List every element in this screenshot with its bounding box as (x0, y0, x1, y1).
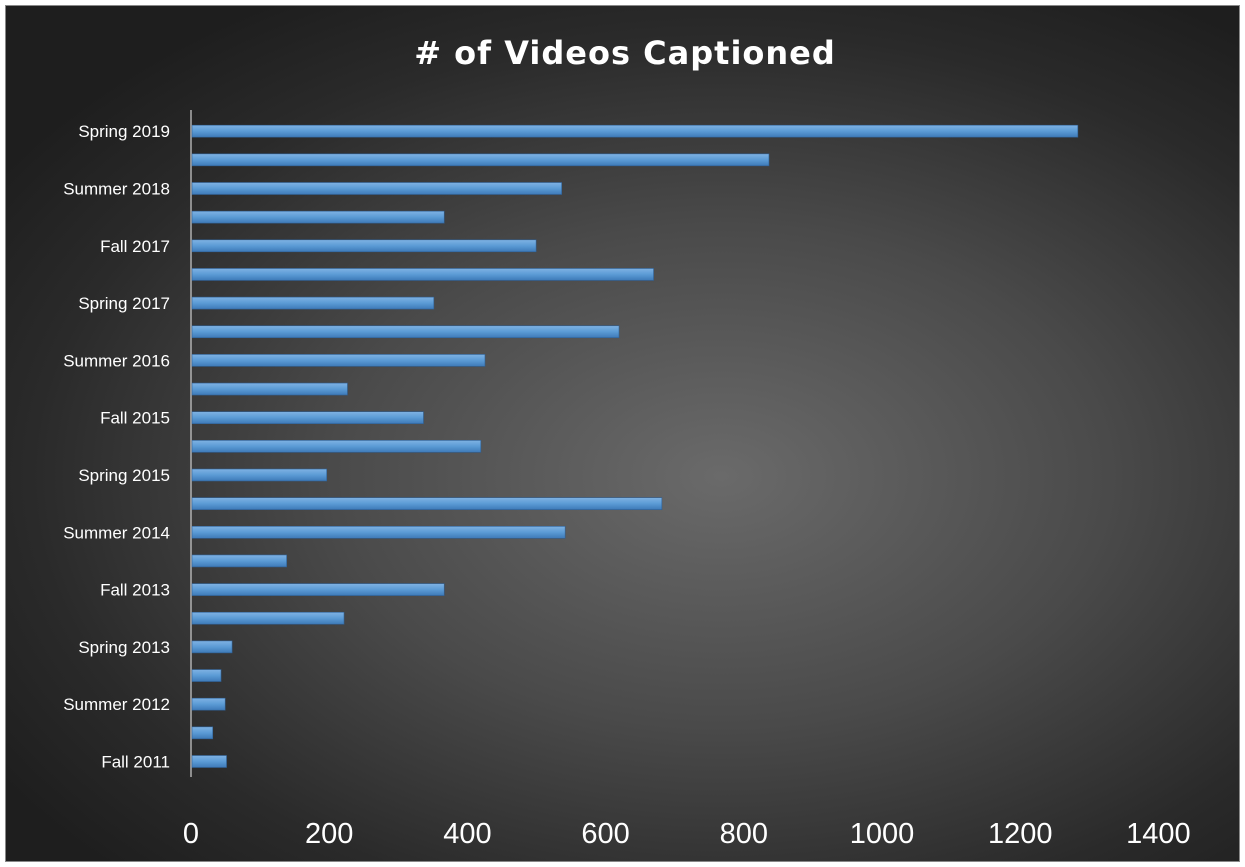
bar (191, 583, 445, 596)
x-tick-label: 1000 (850, 818, 915, 850)
bar (191, 239, 537, 253)
bar (191, 554, 287, 568)
bar (191, 440, 482, 453)
x-tick-label: 200 (305, 818, 353, 850)
bar (191, 755, 227, 768)
x-tick-label: 1200 (988, 818, 1053, 850)
x-tick-label: 800 (720, 818, 768, 850)
bar (191, 354, 486, 367)
bar (191, 182, 562, 195)
bar (191, 411, 424, 425)
bar (191, 210, 445, 224)
category-label: Summer 2014 (63, 523, 170, 542)
bar (191, 325, 620, 339)
category-label: Summer 2012 (63, 695, 170, 714)
bar (191, 153, 770, 167)
category-label: Fall 2017 (100, 237, 170, 256)
x-tick-label: 600 (581, 818, 629, 850)
chart-background (5, 5, 1240, 862)
category-label: Fall 2015 (100, 409, 170, 428)
bar (191, 468, 328, 482)
category-label: Spring 2019 (78, 122, 170, 141)
bar (191, 669, 222, 682)
bar (191, 640, 233, 654)
category-label: Fall 2011 (101, 753, 170, 772)
bar (191, 124, 1079, 138)
bar (191, 611, 345, 625)
category-label: Summer 2016 (63, 351, 170, 370)
bar (191, 268, 654, 281)
category-labels: Fall 2011 Summer 2012 Spring 2013 Fall 2013… (63, 122, 170, 771)
x-tick-label: 0 (183, 818, 199, 850)
bar (191, 296, 435, 310)
category-label: Spring 2017 (78, 294, 170, 313)
x-axis-tick-labels: 0 200 400 600 800 1000 1200 1400 (183, 818, 1191, 850)
bars-group (191, 124, 1079, 768)
bar (191, 382, 348, 396)
bar (191, 697, 226, 711)
bar (191, 525, 566, 539)
category-label: Fall 2013 (100, 581, 170, 600)
bar (191, 726, 214, 740)
x-tick-label: 400 (443, 818, 491, 850)
category-label: Spring 2015 (78, 466, 170, 485)
chart-title: # of Videos Captioned (414, 34, 836, 72)
x-tick-label: 1400 (1126, 818, 1191, 850)
category-label: Summer 2018 (63, 180, 170, 199)
bar (191, 497, 663, 510)
category-label: Spring 2013 (78, 638, 170, 657)
